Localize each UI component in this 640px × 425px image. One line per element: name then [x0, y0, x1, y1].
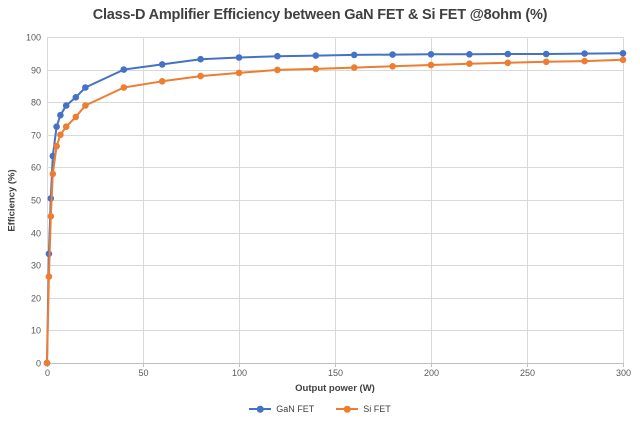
y-tick-label: 70	[31, 131, 41, 141]
si-fet-point	[72, 113, 80, 121]
gan-fet-point	[62, 102, 70, 109]
gan-fet-point	[120, 66, 128, 73]
gan-fet-point	[53, 123, 60, 130]
gan-fet-point	[274, 52, 281, 60]
si-fet-point	[312, 65, 320, 73]
x-tick-label: 150	[328, 368, 343, 378]
legend-marker-si-fet	[336, 405, 359, 413]
gan-fet-point	[235, 54, 243, 61]
legend-label-si-fet: Si FET	[363, 404, 391, 414]
gan-fet-point	[466, 51, 473, 58]
y-tick-label: 80	[31, 98, 41, 108]
gan-fet-point	[504, 50, 512, 58]
y-tick-label: 90	[31, 66, 41, 76]
legend-label-gan-fet: GaN FET	[276, 404, 315, 414]
si-fet-point	[350, 64, 358, 71]
si-fet-point	[504, 59, 512, 67]
si-fet-point	[235, 69, 243, 77]
y-tick-label: 100	[26, 33, 41, 43]
x-axis-title: Output power (W)	[295, 383, 375, 394]
y-tick-label: 50	[31, 196, 41, 206]
gan-fet-point	[619, 50, 627, 57]
si-fet-point	[427, 61, 435, 69]
gan-fet-point	[542, 50, 550, 58]
si-fet-point	[389, 63, 396, 70]
legend-marker-gan-fet	[249, 405, 272, 413]
si-fet-point	[466, 60, 473, 67]
si-fet-point	[274, 66, 281, 74]
gan-fet-point	[158, 61, 166, 68]
y-tick-label: 10	[31, 326, 41, 336]
si-fet-point	[581, 57, 588, 65]
gan-fet-point	[581, 50, 588, 57]
si-fet-point	[47, 213, 55, 220]
legend-dot-si-fet	[344, 405, 351, 413]
x-tick-label: 0	[45, 368, 50, 378]
x-tick-label: 300	[616, 368, 631, 378]
si-fet-point	[57, 131, 64, 139]
legend: GaN FET Si FET	[0, 404, 640, 414]
gan-fet-point	[389, 51, 396, 58]
gan-fet-point	[72, 94, 80, 101]
si-fet-point	[120, 84, 128, 91]
si-fet-point	[197, 72, 204, 80]
gan-fet-point	[197, 55, 204, 63]
si-fet-point	[542, 58, 550, 66]
x-tick-label: 200	[424, 368, 439, 378]
gan-fet-point	[350, 51, 358, 59]
x-tick-label: 50	[138, 368, 148, 378]
x-tick-label: 250	[520, 368, 535, 378]
gan-fet-point	[82, 84, 89, 91]
si-fet-point	[62, 123, 70, 130]
y-tick-label: 60	[31, 163, 41, 173]
si-fet-point	[53, 142, 60, 150]
gan-fet-point	[57, 111, 64, 119]
y-tick-label: 0	[36, 359, 41, 369]
legend-item-gan-fet: GaN FET	[249, 404, 314, 414]
gan-fet-point	[312, 52, 320, 59]
y-tick-label: 30	[31, 261, 41, 271]
si-fet-point	[49, 170, 57, 178]
si-fet-point	[43, 359, 51, 367]
y-tick-label: 40	[31, 229, 41, 239]
si-fet-point	[45, 273, 53, 280]
si-fet-point	[158, 78, 166, 85]
chart-title: Class-D Amplifier Efficiency between GaN…	[92, 7, 548, 23]
gan-fet-point	[427, 51, 435, 58]
si-fet-point	[619, 56, 627, 64]
legend-dot-gan-fet	[256, 405, 264, 413]
y-tick-label: 20	[31, 294, 41, 304]
x-tick-label: 100	[232, 368, 247, 378]
si-fet-point	[82, 102, 89, 109]
legend-item-si-fet: Si FET	[336, 404, 391, 414]
